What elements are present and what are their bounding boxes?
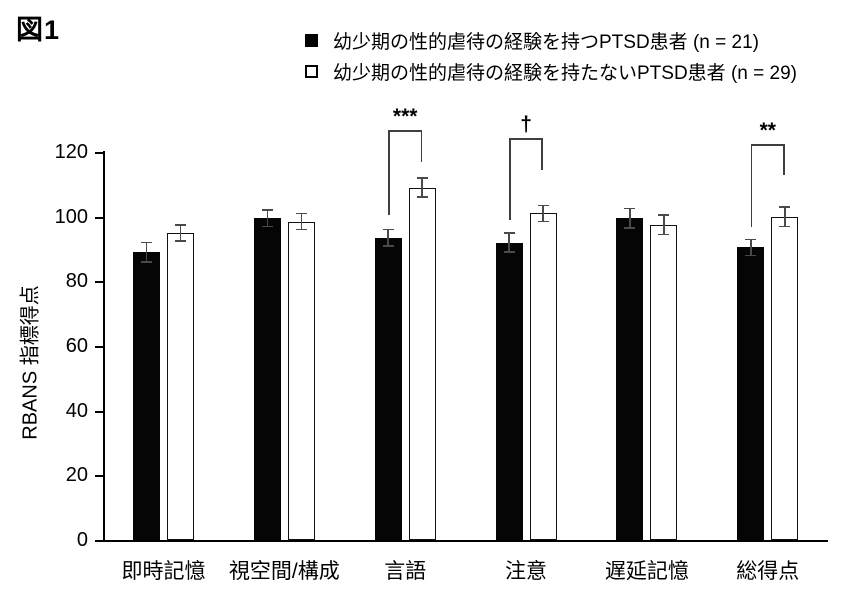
y-tick-label: 0 xyxy=(76,529,88,551)
error-bar-cap xyxy=(745,238,757,241)
error-bar-stem xyxy=(266,210,269,227)
bar xyxy=(771,216,799,540)
error-bar-stem xyxy=(387,229,389,246)
x-tick-label: 言語 xyxy=(384,560,427,583)
y-tick-label: 20 xyxy=(65,464,88,487)
error-bar-cap xyxy=(141,261,152,263)
significance-label: *** xyxy=(392,105,418,128)
bar xyxy=(650,224,678,540)
error-bar-cap xyxy=(141,241,152,244)
y-tick-label: 40 xyxy=(65,399,88,422)
y-tick xyxy=(95,216,103,219)
significance-bracket-right xyxy=(420,130,423,162)
error-bar-cap xyxy=(537,220,549,223)
error-bar-cap xyxy=(261,225,273,228)
x-tick-label: 視空間/構成 xyxy=(228,560,340,583)
significance-bracket-top xyxy=(509,138,544,140)
y-tick xyxy=(95,281,103,284)
y-tick xyxy=(95,540,103,542)
error-bar-stem xyxy=(145,242,148,262)
error-bar-cap xyxy=(779,206,791,208)
error-bar-stem xyxy=(421,177,423,198)
error-bar-cap xyxy=(295,212,307,215)
legend-label: 幼少期の性的虐待の経験を持たないPTSD患者 (n = 29) xyxy=(333,63,797,84)
error-bar-cap xyxy=(745,254,757,257)
error-bar-cap xyxy=(382,228,394,231)
error-bar-cap xyxy=(382,244,394,247)
significance-label: ** xyxy=(759,119,776,142)
error-bar-stem xyxy=(179,224,182,241)
y-axis-title: RBANS 指標得点 xyxy=(19,285,42,440)
y-tick-label: 80 xyxy=(65,270,88,293)
y-tick xyxy=(95,346,103,348)
error-bar-cap xyxy=(503,232,515,234)
legend-item: 幼少期の性的虐待の経験を持たないPTSD患者 (n = 29) xyxy=(305,56,797,87)
error-bar-cap xyxy=(624,207,636,210)
error-bar-stem xyxy=(629,208,631,228)
error-bar-cap xyxy=(416,177,428,179)
y-tick-label: 100 xyxy=(54,205,88,228)
bar xyxy=(253,218,281,540)
bar xyxy=(167,232,194,540)
error-bar-cap xyxy=(503,251,515,254)
open-square-icon xyxy=(305,65,318,78)
y-tick xyxy=(95,152,103,154)
y-tick-label: 120 xyxy=(54,141,88,163)
legend: 幼少期の性的虐待の経験を持つPTSD患者 (n = 21) 幼少期の性的虐待の経… xyxy=(305,25,797,87)
significance-bracket-right xyxy=(783,144,785,175)
x-tick-label: 遅延記憶 xyxy=(604,560,689,583)
significance-bracket-left xyxy=(509,138,511,220)
significance-bracket-left xyxy=(388,130,390,215)
x-tick-label: 即時記憶 xyxy=(121,560,206,583)
error-bar-cap xyxy=(624,227,636,229)
filled-square-icon xyxy=(305,34,318,47)
y-axis-line xyxy=(103,151,105,542)
bar xyxy=(133,252,160,540)
error-bar-stem xyxy=(542,205,544,222)
y-tick-label: 60 xyxy=(65,335,88,357)
x-tick-label: 総得点 xyxy=(736,560,800,583)
error-bar-cap xyxy=(779,225,791,228)
y-tick xyxy=(95,410,103,413)
significance-bracket-right xyxy=(541,138,544,170)
error-bar-cap xyxy=(175,240,186,242)
y-tick xyxy=(95,475,103,478)
error-bar-stem xyxy=(749,239,752,256)
error-bar-stem xyxy=(300,213,303,230)
legend-label: 幼少期の性的虐待の経験を持つPTSD患者 (n = 21) xyxy=(333,32,759,53)
error-bar-cap xyxy=(658,214,670,216)
bar xyxy=(737,247,765,540)
error-bar-cap xyxy=(537,204,549,207)
significance-label: † xyxy=(520,113,532,136)
error-bar-stem xyxy=(508,232,510,253)
bar xyxy=(616,218,644,540)
error-bar-cap xyxy=(416,196,428,199)
x-axis-line xyxy=(103,540,828,542)
significance-bracket-top xyxy=(388,130,423,132)
legend-item: 幼少期の性的虐待の経験を持つPTSD患者 (n = 21) xyxy=(305,25,797,56)
bar xyxy=(495,242,523,540)
figure-title: 図1 xyxy=(16,15,61,45)
bar xyxy=(529,213,557,540)
error-bar-cap xyxy=(175,223,186,226)
bar xyxy=(408,187,436,540)
error-bar-cap xyxy=(295,228,307,231)
x-tick-label: 注意 xyxy=(505,560,548,583)
error-bar-stem xyxy=(783,206,786,227)
error-bar-cap xyxy=(658,233,670,236)
bar xyxy=(374,237,402,540)
error-bar-stem xyxy=(663,215,665,235)
error-bar-cap xyxy=(261,209,273,211)
bar xyxy=(287,221,315,540)
significance-bracket-top xyxy=(750,144,785,146)
significance-bracket-left xyxy=(750,144,753,227)
